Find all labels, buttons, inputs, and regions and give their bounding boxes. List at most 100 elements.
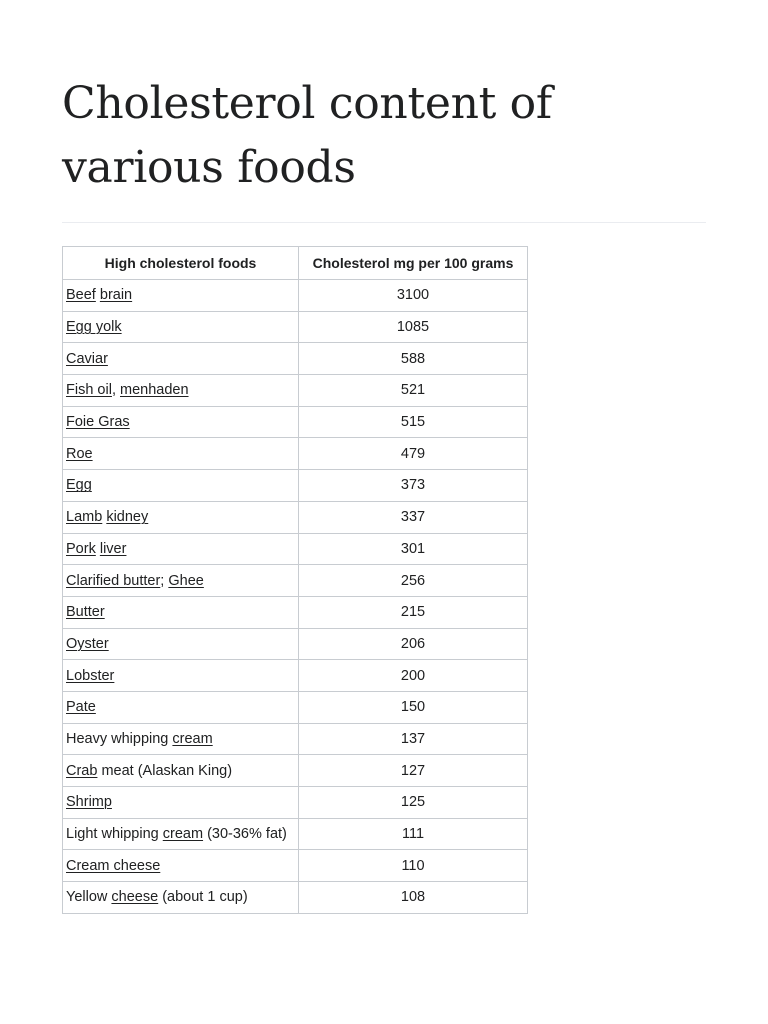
table-row: Foie Gras 515 (62, 405, 528, 439)
cholesterol-value-cell: 1085 (298, 310, 528, 344)
food-link[interactable]: liver (99, 540, 127, 557)
food-name-cell: Foie Gras (62, 405, 299, 439)
food-link[interactable]: kidney (106, 509, 149, 526)
cholesterol-value-cell: 110 (298, 849, 528, 883)
table-row: Caviar 588 (62, 342, 528, 376)
food-link[interactable]: Pork (66, 540, 96, 557)
food-link[interactable]: cream (162, 826, 204, 843)
column-header-food: High cholesterol foods (62, 246, 299, 280)
food-name-cell: Pork liver (62, 532, 299, 566)
table-row: Light whipping cream (30-36% fat) 111 (62, 817, 528, 851)
table-row: Pate 150 (62, 690, 528, 724)
table-row: Egg yolk 1085 (62, 310, 528, 344)
cholesterol-value-cell: 200 (298, 659, 528, 692)
cholesterol-value-cell: 137 (298, 722, 528, 756)
table-row: Lobster 200 (62, 659, 528, 692)
food-name-cell: Egg yolk (62, 310, 299, 344)
food-name-cell: Light whipping cream (30-36% fat) (62, 817, 299, 851)
cholesterol-value-cell: 301 (298, 532, 528, 566)
food-link[interactable]: Roe (66, 445, 93, 462)
food-text: Heavy whipping (66, 730, 173, 747)
table-row: Heavy whipping cream 137 (62, 722, 528, 756)
cholesterol-value-cell: 215 (298, 595, 528, 629)
table-body: Beef brain 3100 Egg yolk 1085 Caviar 588 Fish … (62, 279, 528, 914)
food-name-cell: Egg (62, 469, 299, 502)
table-row: Roe 479 (62, 437, 528, 471)
cholesterol-value-cell: 337 (298, 500, 528, 534)
food-name-cell: Oyster (62, 627, 299, 661)
food-link[interactable]: brain (99, 287, 133, 304)
food-link[interactable]: Oyster (66, 635, 109, 652)
table-row: Oyster 206 (62, 627, 528, 661)
page-title: Cholesterol content of various foods (62, 78, 552, 193)
food-name-cell: Lobster (62, 659, 299, 692)
food-link[interactable]: Lamb (66, 509, 103, 526)
food-name-cell: Butter (62, 595, 299, 629)
cholesterol-table: High cholesterol foods Cholesterol mg pe… (62, 246, 528, 914)
cholesterol-value-cell: 127 (298, 754, 528, 787)
food-link[interactable]: Shrimp (66, 794, 112, 811)
table-row: Fish oil, menhaden 521 (62, 374, 528, 407)
food-name-cell: Beef brain (62, 279, 299, 312)
food-name-cell: Fish oil, menhaden (62, 374, 299, 407)
table-row: Pork liver 301 (62, 532, 528, 566)
food-link[interactable]: Foie Gras (66, 414, 130, 431)
food-link[interactable]: Ghee (168, 572, 204, 589)
table-row: Butter 215 (62, 595, 528, 629)
food-name-cell: Pate (62, 690, 299, 724)
food-text: (about 1 cup) (158, 889, 248, 906)
cholesterol-value-cell: 150 (298, 690, 528, 724)
food-name-cell: Yellow cheese (about 1 cup) (62, 881, 299, 914)
food-link[interactable]: cheese (111, 889, 159, 906)
table-row: Beef brain 3100 (62, 279, 528, 312)
food-text: meat (Alaskan King) (97, 762, 233, 779)
food-link[interactable]: Caviar (66, 350, 108, 367)
column-header-cholesterol: Cholesterol mg per 100 grams (298, 246, 528, 280)
food-link[interactable]: menhaden (120, 382, 189, 399)
food-text: Light whipping (66, 826, 163, 843)
table-row: Egg 373 (62, 469, 528, 502)
table-header-row: High cholesterol foods Cholesterol mg pe… (62, 246, 528, 280)
food-text: , (111, 382, 120, 399)
food-name-cell: Heavy whipping cream (62, 722, 299, 756)
cholesterol-value-cell: 3100 (298, 279, 528, 312)
food-name-cell: Cream cheese (62, 849, 299, 883)
food-link[interactable]: Fish oil (66, 382, 112, 399)
food-link[interactable]: Clarified butter (66, 572, 161, 589)
cholesterol-value-cell: 256 (298, 564, 528, 597)
table-row: Lamb kidney 337 (62, 500, 528, 534)
cholesterol-value-cell: 111 (298, 817, 528, 851)
food-link[interactable]: Egg (66, 477, 92, 494)
food-text: Yellow (66, 889, 112, 906)
food-link[interactable]: Butter (66, 604, 105, 621)
food-link[interactable]: Lobster (66, 667, 115, 684)
food-name-cell: Caviar (62, 342, 299, 376)
food-link[interactable]: Beef (66, 287, 96, 304)
table-row: Cream cheese 110 (62, 849, 528, 883)
cholesterol-value-cell: 521 (298, 374, 528, 407)
table-row: Yellow cheese (about 1 cup) 108 (62, 881, 528, 914)
cholesterol-value-cell: 125 (298, 786, 528, 819)
food-link[interactable]: Pate (66, 699, 96, 716)
food-name-cell: Shrimp (62, 786, 299, 819)
cholesterol-value-cell: 373 (298, 469, 528, 502)
food-link[interactable]: Cream cheese (66, 857, 161, 874)
table-row: Crab meat (Alaskan King) 127 (62, 754, 528, 787)
title-divider (62, 222, 706, 223)
food-link[interactable]: cream (172, 730, 213, 747)
cholesterol-value-cell: 479 (298, 437, 528, 471)
food-text: (30-36% fat) (203, 826, 287, 843)
food-name-cell: Clarified butter; Ghee (62, 564, 299, 597)
food-text: ; (160, 572, 169, 589)
food-link[interactable]: Egg yolk (66, 319, 122, 336)
food-name-cell: Lamb kidney (62, 500, 299, 534)
table-row: Clarified butter; Ghee 256 (62, 564, 528, 597)
table-row: Shrimp 125 (62, 786, 528, 819)
cholesterol-value-cell: 108 (298, 881, 528, 914)
food-name-cell: Crab meat (Alaskan King) (62, 754, 299, 787)
cholesterol-value-cell: 515 (298, 405, 528, 439)
cholesterol-value-cell: 588 (298, 342, 528, 376)
food-name-cell: Roe (62, 437, 299, 471)
cholesterol-value-cell: 206 (298, 627, 528, 661)
food-link[interactable]: Crab (66, 762, 98, 779)
